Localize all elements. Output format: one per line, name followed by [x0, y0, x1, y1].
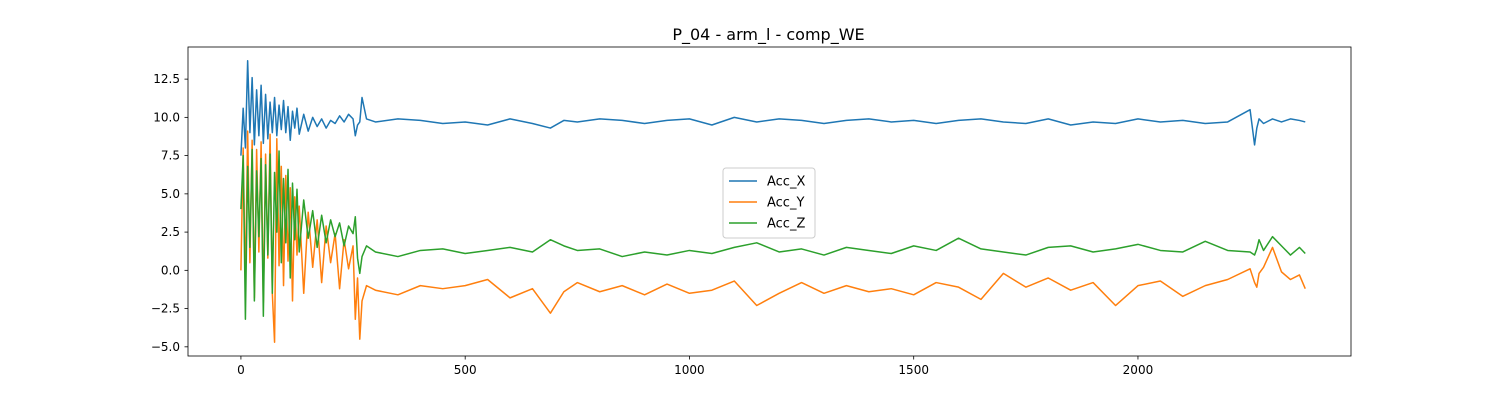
x-tick-label: 500 — [454, 363, 477, 377]
legend-label-acc-y: Acc_Y — [767, 196, 804, 211]
y-tick-label: −5.0 — [151, 340, 180, 354]
y-tick-label: 12.5 — [153, 72, 180, 86]
y-tick-label: 5.0 — [161, 187, 180, 201]
legend: Acc_X Acc_Y Acc_Z — [722, 167, 816, 239]
x-tick-label: 1000 — [674, 363, 705, 377]
y-tick-label: 7.5 — [161, 149, 180, 163]
y-tick-label: 10.0 — [153, 110, 180, 124]
series-layer — [240, 60, 1306, 343]
x-tick-label: 1500 — [898, 363, 929, 377]
legend-label-acc-x: Acc_X — [767, 175, 805, 190]
axes-layer: 0 500 1000 1500 2000 −5.0 −2.5 0.0 2.5 5.0 7.5 10.0… — [151, 46, 1352, 377]
chart-title: P_04 - arm_l - comp_WE — [672, 25, 864, 45]
series-line-acc-z — [240, 148, 1306, 321]
x-tick-label: 0 — [237, 363, 245, 377]
y-tick-label: 0.0 — [161, 263, 180, 277]
plot-frame — [187, 46, 1352, 357]
legend-label-acc-z: Acc_Z — [767, 217, 805, 232]
y-tick-label: −2.5 — [151, 302, 180, 316]
series-line-acc-x — [240, 60, 1306, 156]
series-line-acc-y — [240, 130, 1306, 343]
x-tick-label: 2000 — [1123, 363, 1154, 377]
y-tick-label: 2.5 — [161, 225, 180, 239]
legend-box — [722, 167, 816, 239]
